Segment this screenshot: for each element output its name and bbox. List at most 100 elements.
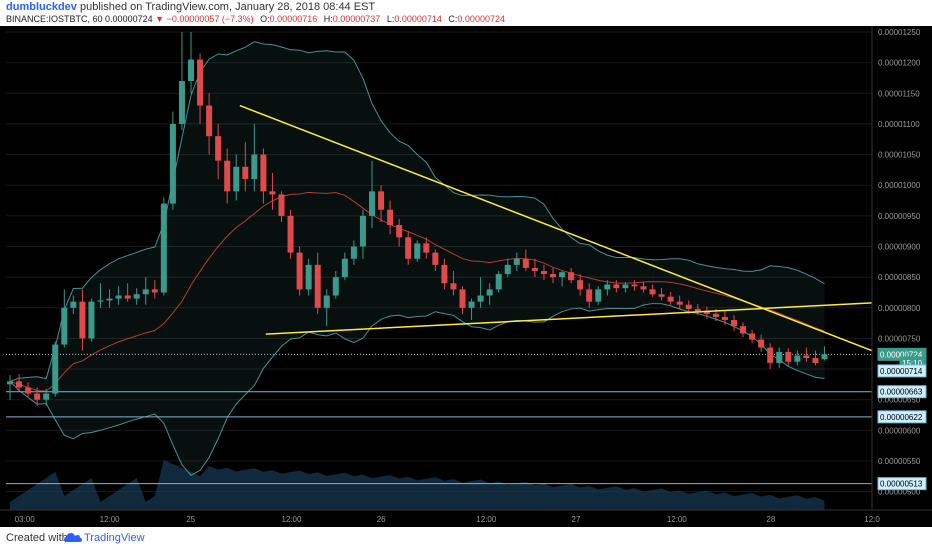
price-tag bbox=[877, 477, 927, 491]
candle-body bbox=[378, 191, 385, 210]
y-tick-label: 0.00000750 bbox=[878, 334, 921, 343]
candle-body bbox=[341, 258, 348, 278]
candle-body bbox=[242, 166, 249, 180]
chart-background bbox=[0, 26, 932, 527]
footer: Created with TradingView bbox=[0, 527, 932, 550]
low-value: 0.00000714 bbox=[394, 14, 442, 24]
x-tick-label: 26 bbox=[377, 515, 386, 524]
candle-body bbox=[396, 225, 403, 238]
x-tick-label: 12:0 bbox=[864, 515, 880, 524]
y-tick-label: 0.00000800 bbox=[878, 304, 921, 313]
candle-body bbox=[721, 316, 728, 321]
volume-area bbox=[10, 460, 825, 510]
candle-body bbox=[106, 298, 113, 301]
last-price: 0.00000724 bbox=[105, 14, 153, 24]
candle-body bbox=[188, 59, 194, 82]
created-with-label: Created with bbox=[6, 532, 68, 544]
tradingview-brand-link[interactable]: TradingView bbox=[84, 532, 145, 544]
candle-body bbox=[522, 258, 529, 268]
y-tick-label: 0.00001200 bbox=[878, 59, 921, 68]
candle-body bbox=[504, 264, 511, 275]
y-tick-label: 0.00001100 bbox=[878, 120, 920, 129]
candle-body bbox=[169, 123, 176, 204]
candle-body bbox=[459, 289, 466, 308]
candle-body bbox=[559, 272, 566, 278]
x-tick-label: 27 bbox=[572, 515, 581, 524]
candle-body bbox=[88, 301, 95, 339]
candle-body bbox=[52, 344, 59, 394]
bollinger-basis-line bbox=[9, 191, 825, 392]
candle-body bbox=[595, 289, 602, 302]
x-tick-label: 12:00 bbox=[100, 515, 121, 524]
candle-body bbox=[685, 304, 692, 309]
candle-body bbox=[703, 311, 710, 314]
down-arrow-icon: ▼ bbox=[155, 14, 165, 24]
candle-body bbox=[178, 81, 185, 124]
candle-body bbox=[586, 289, 593, 302]
x-tick-label: 03:00 bbox=[15, 515, 36, 524]
candle-body bbox=[667, 296, 674, 302]
candle-body bbox=[314, 264, 321, 308]
open-value: 0.00000716 bbox=[269, 14, 318, 24]
candle-body bbox=[206, 105, 213, 137]
bollinger-upper-band bbox=[9, 41, 825, 382]
candle-body bbox=[613, 284, 620, 289]
y-tick-label: 0.00000850 bbox=[878, 273, 921, 282]
high-label: H: bbox=[323, 14, 333, 24]
candle-body bbox=[821, 354, 828, 360]
candle-body bbox=[785, 351, 792, 362]
candle-body bbox=[305, 264, 312, 290]
candle-body bbox=[197, 59, 204, 106]
y-tick-label: 0.00000650 bbox=[878, 396, 921, 405]
y-tick-label: 0.00001150 bbox=[878, 89, 920, 98]
publish-header: dumbluckdev published on TradingView.com… bbox=[0, 0, 932, 26]
author-link[interactable]: dumbluckdev bbox=[6, 1, 77, 13]
price-change: −0.00000057 (−7.3%) bbox=[166, 14, 254, 24]
close-label: C: bbox=[448, 14, 458, 24]
candle-body bbox=[224, 160, 231, 192]
candle-body bbox=[540, 271, 547, 275]
publish-line: dumbluckdev published on TradingView.com… bbox=[6, 1, 375, 13]
publish-text: published on TradingView.com, January 28… bbox=[79, 1, 376, 13]
candle-body bbox=[767, 347, 774, 363]
candle-body bbox=[251, 154, 258, 180]
candle-body bbox=[269, 191, 276, 195]
y-tick-label: 0.00001050 bbox=[878, 151, 921, 160]
price-chart[interactable]: 0.00001250 0.00001200 0.00001150 0.00001100… bbox=[0, 26, 932, 527]
candle-body bbox=[776, 351, 783, 363]
candle-body bbox=[387, 209, 394, 226]
symbol-label: BINANCE:IOSTBTC, 60 bbox=[6, 14, 103, 24]
candle-body bbox=[731, 320, 737, 327]
candle-body bbox=[649, 289, 656, 295]
x-tick-label: 12:00 bbox=[281, 515, 302, 524]
candle-body bbox=[142, 289, 149, 295]
candle-body bbox=[694, 308, 701, 312]
x-tick-label: 12:00 bbox=[667, 515, 688, 524]
x-tick-label: 12:00 bbox=[476, 515, 497, 524]
candle-body bbox=[369, 191, 375, 216]
candle-body bbox=[812, 358, 819, 363]
candle-body bbox=[550, 274, 556, 278]
y-tick-label: 0.00000900 bbox=[878, 242, 921, 251]
price-tag-label: 0.00000714 bbox=[880, 367, 923, 376]
y-tick-label: 0.00001250 bbox=[878, 28, 921, 37]
x-tick-label: 28 bbox=[766, 515, 775, 524]
trendline bbox=[265, 302, 873, 335]
candle-body bbox=[405, 237, 412, 259]
candle-body bbox=[577, 280, 584, 290]
candle-body bbox=[468, 301, 475, 308]
candle-body bbox=[622, 284, 629, 289]
candle-body bbox=[97, 300, 104, 302]
price-tag-label: 15:10 bbox=[902, 359, 923, 368]
candle-body bbox=[350, 246, 357, 259]
candle-body bbox=[513, 258, 520, 265]
candle-body bbox=[441, 264, 448, 284]
candle-body bbox=[70, 301, 77, 308]
candle-body bbox=[794, 355, 801, 362]
candle-body bbox=[631, 284, 638, 287]
candle-body bbox=[233, 166, 240, 192]
candle-body bbox=[215, 136, 222, 161]
candle-body bbox=[124, 295, 131, 299]
chart-area[interactable]: 0.00001250 0.00001200 0.00001150 0.00001100… bbox=[0, 26, 932, 527]
candle-body bbox=[79, 301, 86, 339]
